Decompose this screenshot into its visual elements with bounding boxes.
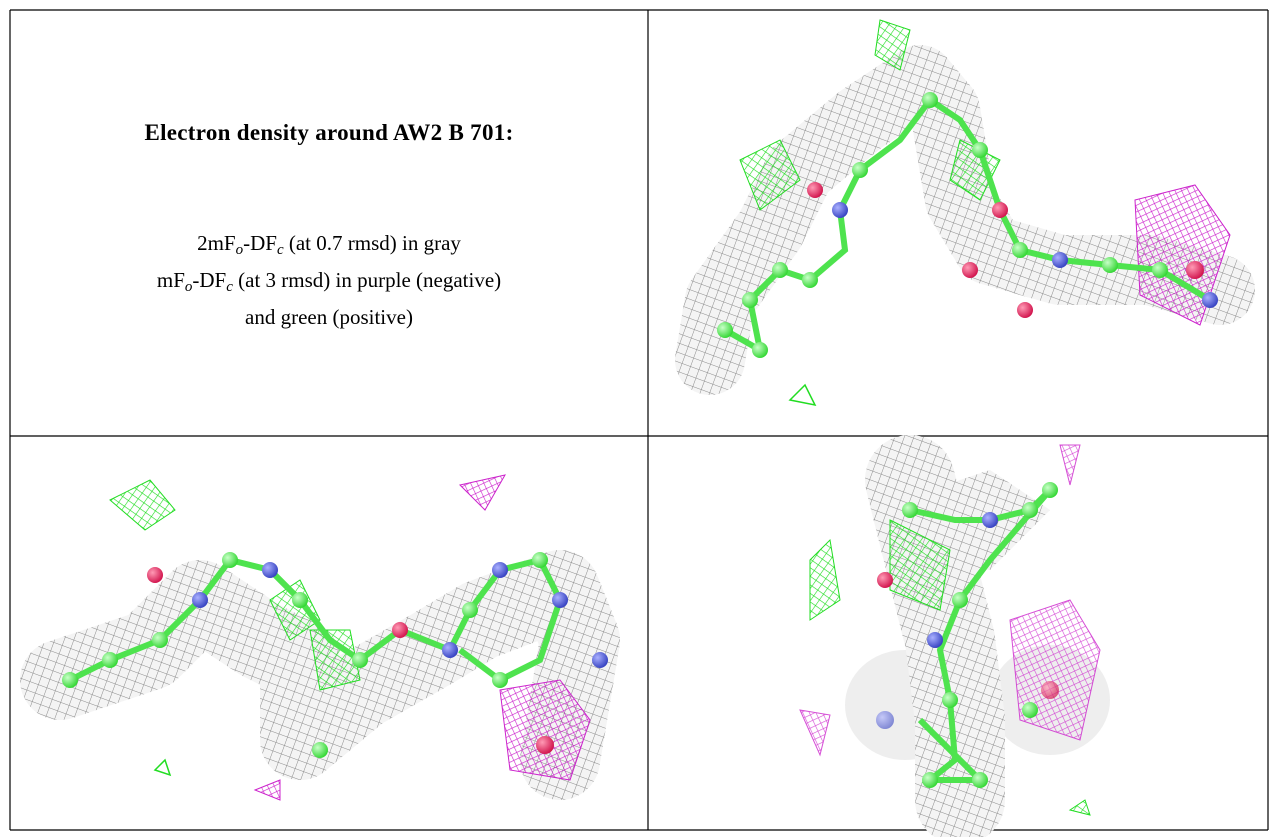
density-panel-2 [60, 475, 608, 800]
legend-line: 2mFo-DFc (at 0.7 rmsd) in gray [10, 228, 648, 265]
subscript: c [226, 279, 233, 295]
page: Electron density around AW2 B 701: 2mFo-… [0, 0, 1278, 837]
subscript: o [236, 242, 244, 258]
legend-text: and green (positive) [245, 305, 413, 329]
title: Electron density around AW2 B 701: [10, 120, 648, 146]
legend-text: (at 3 rmsd) in purple (negative) [233, 268, 501, 292]
legend-line: and green (positive) [10, 302, 648, 332]
legend-text: 2mF [197, 231, 236, 255]
subscript: c [277, 242, 284, 258]
density-panel-3 [800, 445, 1110, 815]
density-panel-1 [710, 20, 1230, 405]
legend-text: (at 0.7 rmsd) in gray [284, 231, 461, 255]
legend-text: mF [157, 268, 185, 292]
legend-line: mFo-DFc (at 3 rmsd) in purple (negative) [10, 265, 648, 302]
legend-text: -DF [192, 268, 226, 292]
legend-text: -DF [243, 231, 277, 255]
